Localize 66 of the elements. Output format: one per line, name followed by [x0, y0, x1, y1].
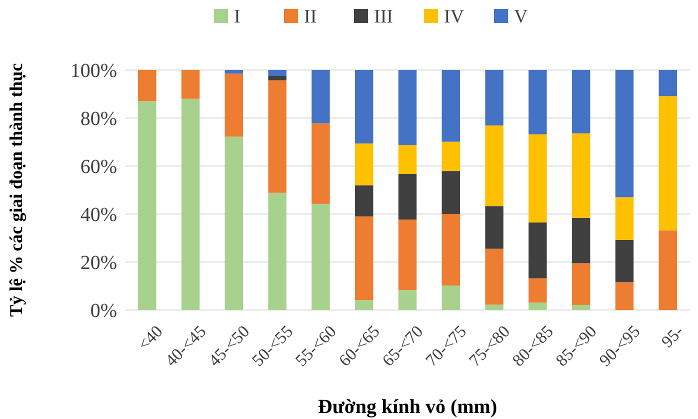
bar	[572, 218, 590, 264]
bar	[658, 70, 677, 96]
bar	[485, 304, 504, 310]
bar	[442, 214, 460, 286]
bar	[528, 302, 547, 310]
bar	[615, 70, 634, 198]
bar	[615, 197, 634, 240]
bar	[398, 174, 417, 220]
bar	[485, 248, 504, 305]
bar	[572, 133, 590, 218]
y-tick-label: 40%	[80, 204, 117, 226]
x-tick-label: 95-	[658, 322, 688, 352]
bar	[224, 136, 244, 310]
bar	[398, 290, 417, 310]
bar	[442, 70, 460, 142]
bar	[572, 70, 590, 134]
bar	[442, 171, 460, 214]
bar	[354, 70, 374, 144]
legend-label: III	[374, 6, 393, 28]
bar	[528, 134, 547, 222]
bar	[442, 142, 460, 172]
bar	[268, 76, 286, 80]
bar	[658, 230, 677, 310]
bar	[442, 286, 460, 310]
bar	[181, 98, 200, 310]
y-tick-label: 0%	[90, 300, 117, 322]
bar	[224, 70, 244, 74]
bar	[615, 282, 634, 310]
bar	[528, 70, 547, 134]
legend-label: I	[234, 6, 240, 28]
bar	[572, 263, 590, 305]
y-tick-label: 60%	[80, 156, 117, 178]
bar	[268, 192, 286, 310]
y-tick-label: 80%	[80, 108, 117, 130]
bar	[224, 74, 244, 137]
y-axis-title: Tỷ lệ % các giai đoạn thành thục	[6, 63, 26, 317]
bar	[572, 304, 590, 310]
bar	[268, 80, 286, 193]
y-tick-label: 20%	[80, 252, 117, 274]
x-tick-label: <40	[134, 322, 166, 354]
bar	[138, 70, 156, 102]
bar	[398, 70, 417, 146]
bar	[528, 278, 547, 303]
bar	[354, 143, 374, 186]
bar	[485, 206, 504, 249]
bar	[312, 123, 330, 204]
legend-label: IV	[444, 6, 464, 28]
bar	[615, 240, 634, 282]
bar	[138, 101, 156, 310]
bar	[398, 220, 417, 290]
bar	[485, 125, 504, 206]
bar	[354, 216, 374, 300]
y-tick-label: 100%	[70, 60, 117, 82]
bar	[485, 70, 504, 126]
bar	[354, 185, 374, 216]
bar	[312, 204, 330, 310]
bar	[398, 145, 417, 174]
legend-label: V	[514, 6, 528, 28]
legend-label: II	[304, 6, 317, 28]
bar	[268, 70, 286, 76]
bar	[181, 70, 200, 99]
bar	[528, 222, 547, 278]
bar	[354, 300, 374, 310]
bar	[658, 96, 677, 230]
x-axis-title: Đường kính vỏ (mm)	[318, 396, 498, 418]
bar	[312, 70, 330, 124]
